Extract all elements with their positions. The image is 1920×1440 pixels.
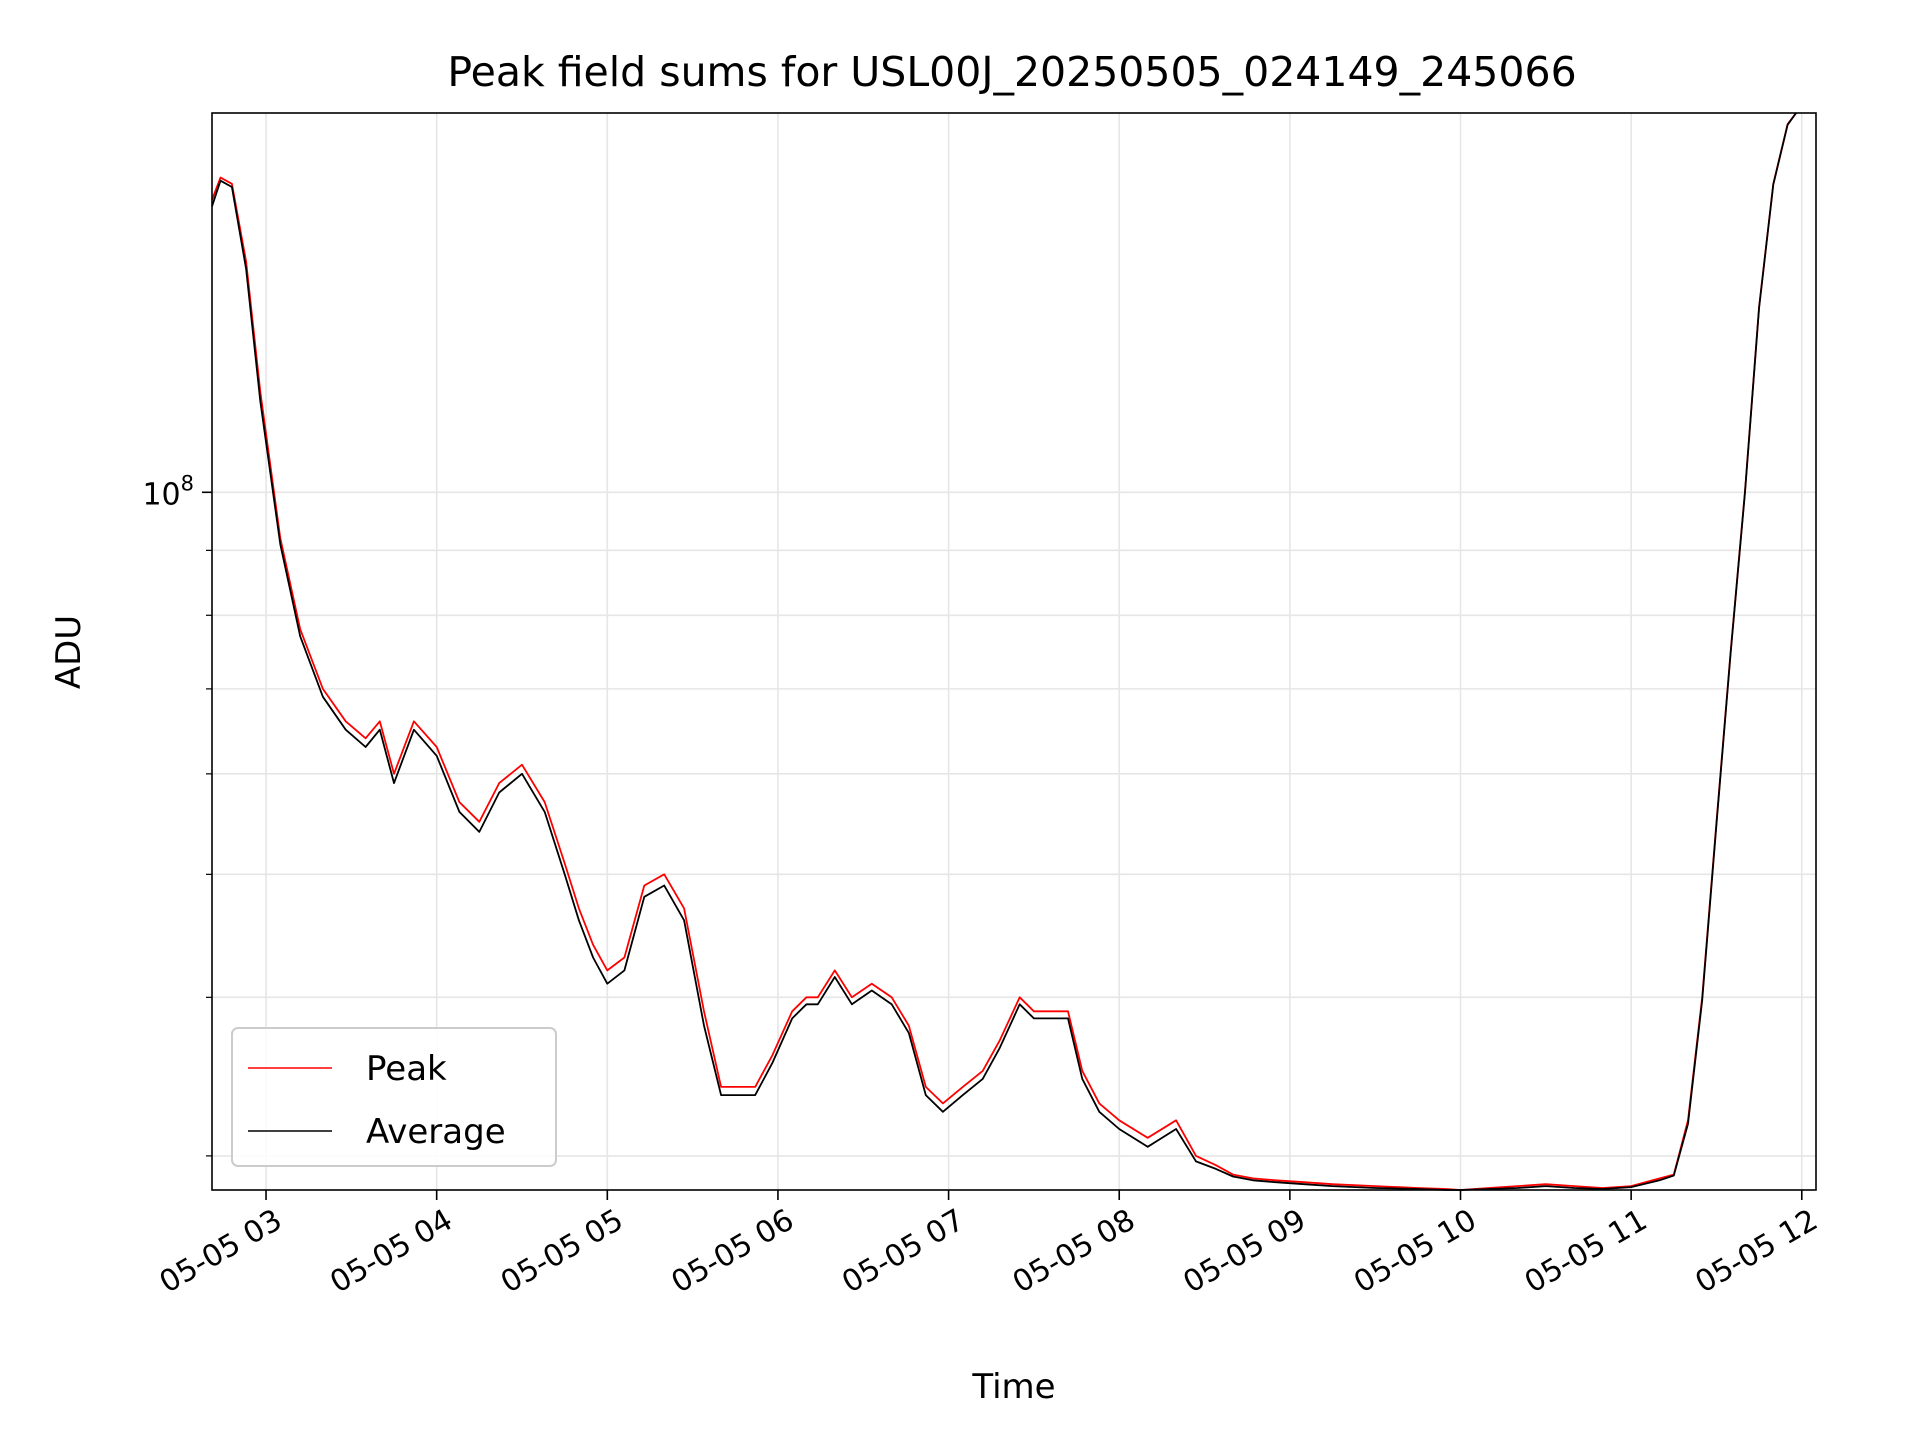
grid xyxy=(212,113,1816,1190)
series-layer xyxy=(211,112,1797,1191)
y-tick-label: 108 xyxy=(142,471,194,512)
series-line-peak xyxy=(211,112,1797,1191)
y-axis-label: ADU xyxy=(49,615,89,689)
chart-title: Peak field sums for USL00J_20250505_0241… xyxy=(447,48,1576,96)
legend-label-average: Average xyxy=(366,1112,506,1152)
x-axis-label: Time xyxy=(971,1367,1055,1407)
series-line-average xyxy=(211,112,1797,1191)
plot-area-frame xyxy=(211,112,1817,1191)
legend: Peak Average xyxy=(231,1027,557,1167)
legend-label-peak: Peak xyxy=(366,1049,447,1089)
